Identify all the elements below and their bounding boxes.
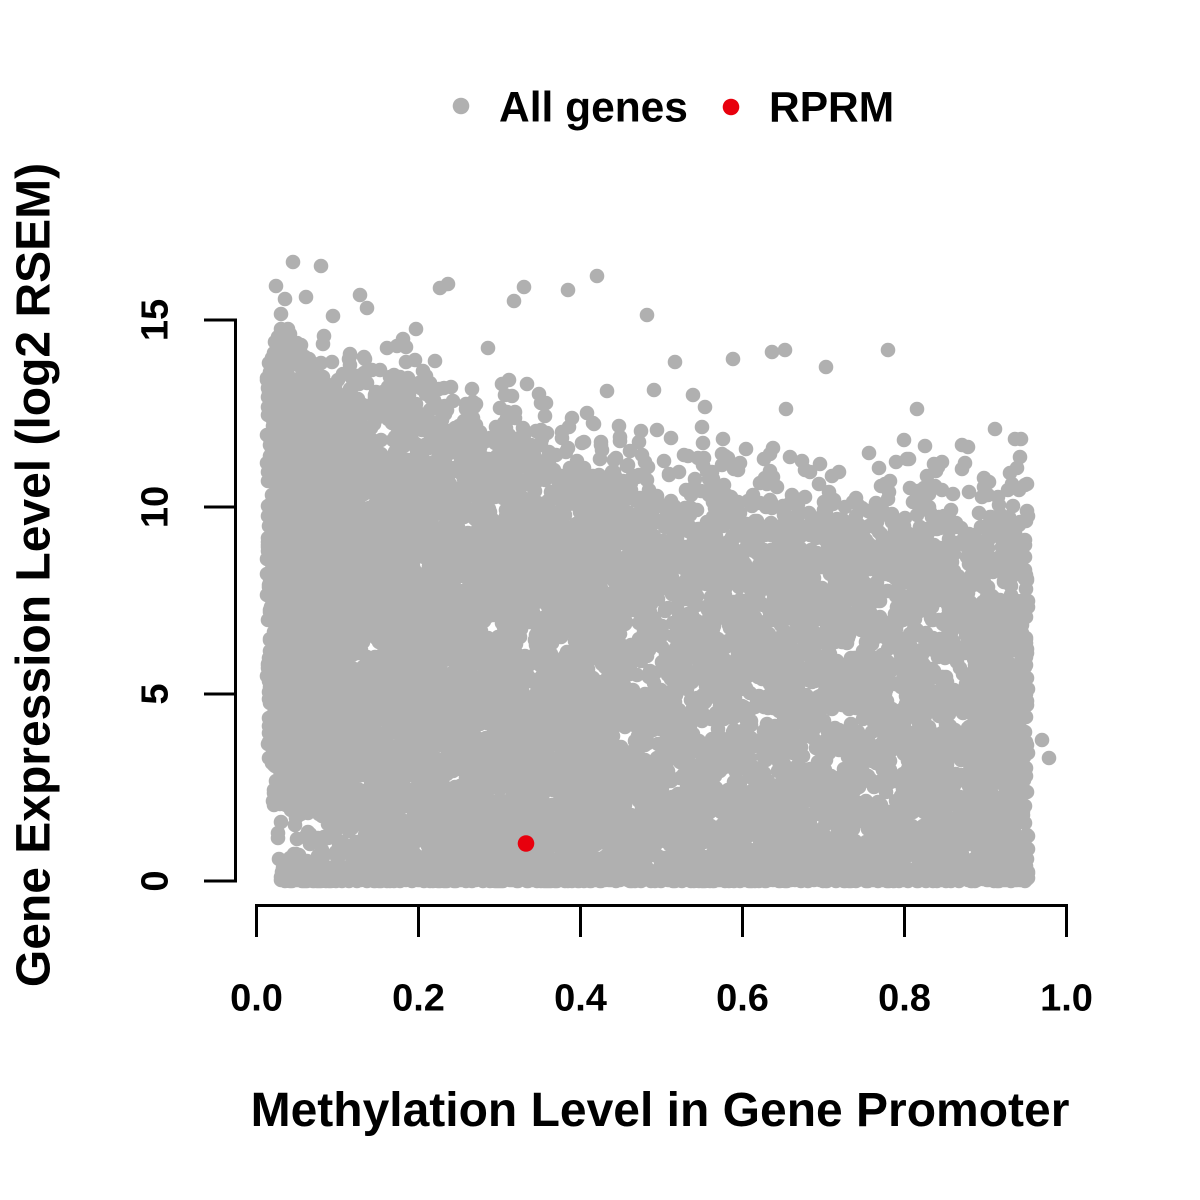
svg-text:0.0: 0.0 bbox=[230, 978, 283, 1020]
svg-text:1.0: 1.0 bbox=[1040, 978, 1093, 1020]
svg-text:0.4: 0.4 bbox=[554, 978, 607, 1020]
svg-text:Methylation Level in Gene Prom: Methylation Level in Gene Promoter bbox=[251, 1084, 1070, 1137]
svg-text:0: 0 bbox=[135, 870, 177, 891]
svg-text:10: 10 bbox=[135, 486, 177, 528]
svg-text:All genes: All genes bbox=[499, 84, 688, 131]
svg-text:RPRM: RPRM bbox=[769, 84, 894, 131]
svg-text:0.2: 0.2 bbox=[392, 978, 445, 1020]
svg-text:0.6: 0.6 bbox=[716, 978, 769, 1020]
svg-text:5: 5 bbox=[135, 683, 177, 704]
svg-text:15: 15 bbox=[135, 299, 177, 341]
svg-text:0.8: 0.8 bbox=[878, 978, 931, 1020]
svg-text:Gene Expression Level (log2 RS: Gene Expression Level (log2 RSEM) bbox=[8, 163, 61, 987]
